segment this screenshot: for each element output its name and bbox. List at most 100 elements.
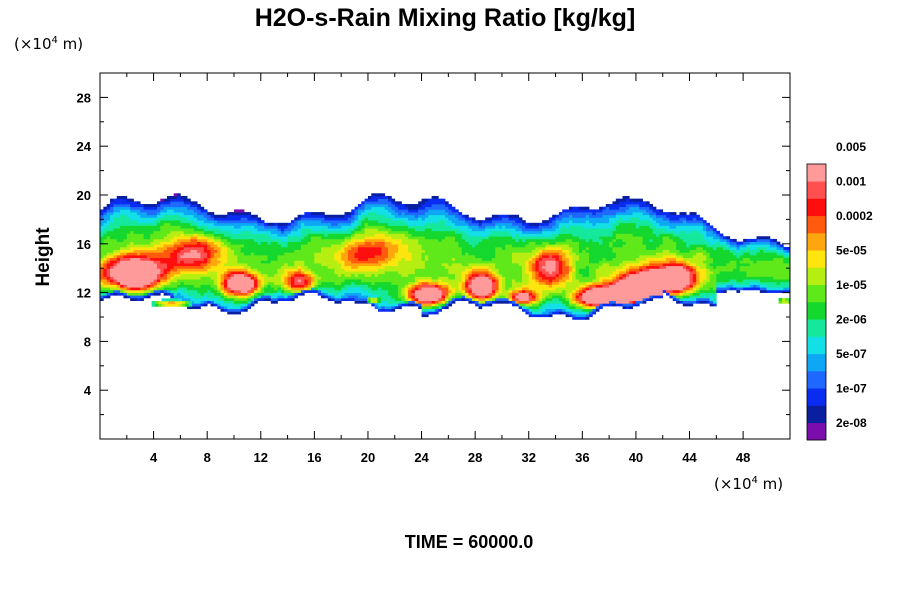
field-cell xyxy=(207,249,211,253)
field-cell xyxy=(223,225,228,229)
field-cell xyxy=(100,244,104,248)
field-cell xyxy=(555,238,560,242)
field-cell xyxy=(247,279,252,283)
field-cell xyxy=(197,287,201,291)
field-cell xyxy=(518,303,523,307)
field-cell xyxy=(518,228,523,232)
field-cell xyxy=(143,260,148,264)
field-cell xyxy=(545,273,550,277)
field-cell xyxy=(280,260,285,264)
field-cell xyxy=(170,195,175,200)
field-cell xyxy=(408,212,412,216)
field-cell xyxy=(378,289,382,293)
field-cell xyxy=(491,214,496,218)
field-cell xyxy=(227,311,231,315)
field-cell xyxy=(237,209,242,213)
field-cell xyxy=(300,252,305,256)
field-cell xyxy=(445,236,449,240)
field-cell xyxy=(391,225,396,229)
field-cell xyxy=(284,295,288,299)
field-cell xyxy=(183,241,188,245)
field-cell xyxy=(113,225,118,229)
field-cell xyxy=(394,257,399,261)
field-cell xyxy=(565,257,570,261)
field-cell xyxy=(341,233,345,237)
field-cell xyxy=(120,212,124,216)
field-cell xyxy=(367,292,372,296)
field-cell xyxy=(290,265,295,269)
field-cell xyxy=(468,260,473,264)
field-cell xyxy=(394,201,399,205)
field-cell xyxy=(170,241,175,245)
field-cell xyxy=(562,212,566,216)
field-cell xyxy=(354,257,359,261)
field-cell xyxy=(388,287,392,291)
field-cell xyxy=(485,292,489,296)
field-cell xyxy=(287,236,292,240)
field-cell xyxy=(264,249,268,253)
field-cell xyxy=(471,252,476,256)
field-cell xyxy=(418,206,422,210)
field-cell xyxy=(126,214,131,218)
field-cell xyxy=(106,246,111,250)
field-cell xyxy=(183,195,188,200)
field-cell xyxy=(421,206,426,210)
field-cell xyxy=(110,222,114,226)
field-cell xyxy=(381,241,386,245)
field-cell xyxy=(287,238,292,242)
field-cell xyxy=(448,249,453,253)
field-cell xyxy=(434,195,439,200)
field-cell xyxy=(294,225,298,229)
field-cell xyxy=(378,246,382,250)
field-cell xyxy=(374,255,379,259)
field-cell xyxy=(354,273,359,277)
field-cell xyxy=(455,273,459,277)
field-cell xyxy=(200,279,205,283)
field-cell xyxy=(213,225,218,229)
field-cell xyxy=(448,273,453,277)
field-cell xyxy=(341,230,345,234)
field-cell xyxy=(210,273,215,277)
field-cell xyxy=(213,300,218,304)
field-cell xyxy=(398,225,402,229)
field-cell xyxy=(538,271,543,275)
field-cell xyxy=(398,257,402,261)
field-cell xyxy=(408,271,412,275)
field-cell xyxy=(498,238,503,242)
field-cell xyxy=(391,279,396,283)
field-cell xyxy=(136,246,141,250)
field-cell xyxy=(314,284,319,288)
field-cell xyxy=(287,281,292,285)
field-cell xyxy=(223,263,228,267)
field-cell xyxy=(213,236,218,240)
field-cell xyxy=(434,271,439,275)
field-cell xyxy=(374,303,379,307)
field-cell xyxy=(200,268,205,272)
field-cell xyxy=(177,263,181,267)
field-cell xyxy=(488,246,493,250)
field-cell xyxy=(351,244,355,248)
field-cell xyxy=(193,281,198,285)
field-cell xyxy=(465,217,469,221)
field-cell xyxy=(532,228,536,232)
field-cell xyxy=(515,217,520,221)
field-cell xyxy=(210,249,215,253)
field-cell xyxy=(317,236,322,240)
field-cell xyxy=(511,222,516,226)
field-cell xyxy=(408,300,412,304)
field-cell xyxy=(468,287,473,291)
field-cell xyxy=(491,255,496,259)
field-cell xyxy=(357,222,362,226)
field-cell xyxy=(558,249,563,253)
field-cell xyxy=(532,306,536,310)
field-cell xyxy=(123,220,128,224)
field-cell xyxy=(180,268,185,272)
field-cell xyxy=(106,284,111,288)
field-cell xyxy=(428,260,432,264)
field-cell xyxy=(354,295,359,299)
field-cell xyxy=(548,311,553,315)
field-cell xyxy=(103,268,108,272)
field-cell xyxy=(180,257,185,261)
field-cell xyxy=(106,289,111,293)
field-cell xyxy=(126,276,131,280)
